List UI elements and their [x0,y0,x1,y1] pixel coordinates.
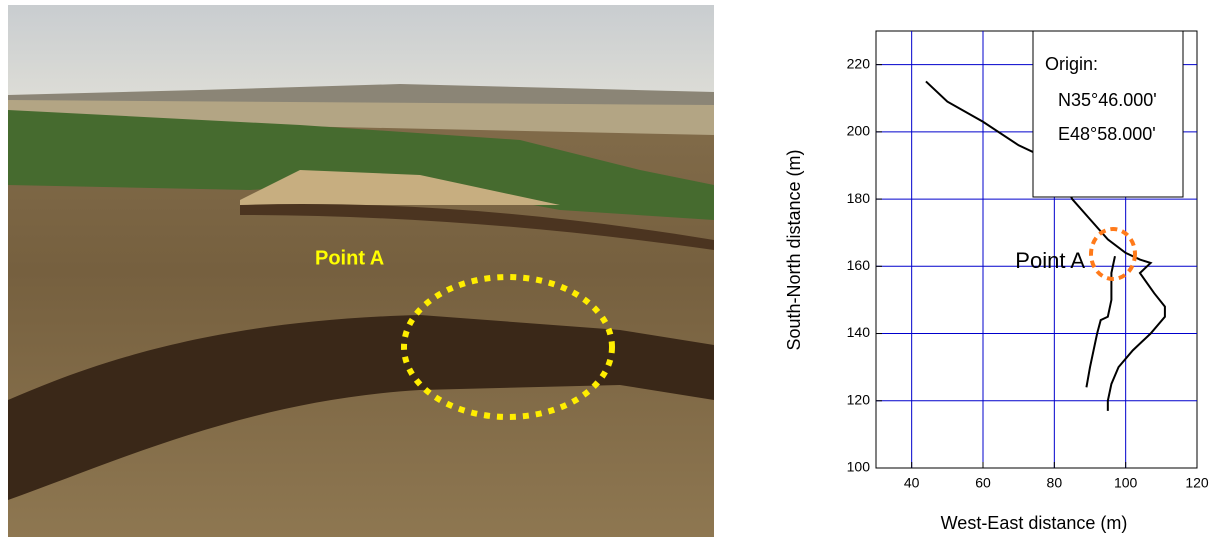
x-tick-label: 40 [904,475,920,491]
x-tick-label: 60 [975,475,991,491]
origin-text: E48°58.000' [1058,124,1156,144]
y-tick-label: 140 [847,324,871,340]
y-axis-title: South-North distance (m) [784,149,804,350]
x-tick-label: 120 [1185,475,1209,491]
page: Point A West-East distance (m) South-Nor… [0,0,1219,542]
x-tick-label: 100 [1114,475,1138,491]
y-tick-label: 160 [847,257,871,273]
y-tick-label: 120 [847,391,871,407]
y-tick-label: 200 [847,123,871,139]
y-tick-label: 100 [847,459,871,475]
origin-text: Origin: [1045,54,1098,74]
x-tick-label: 80 [1047,475,1063,491]
y-tick-label: 220 [847,55,871,71]
point-label: Point A [1015,248,1085,273]
x-axis-title: West-East distance (m) [941,513,1128,533]
photo-label: Point A [315,247,384,269]
y-tick-label: 180 [847,190,871,206]
photo: Point A [8,5,714,537]
origin-text: N35°46.000' [1058,90,1157,110]
